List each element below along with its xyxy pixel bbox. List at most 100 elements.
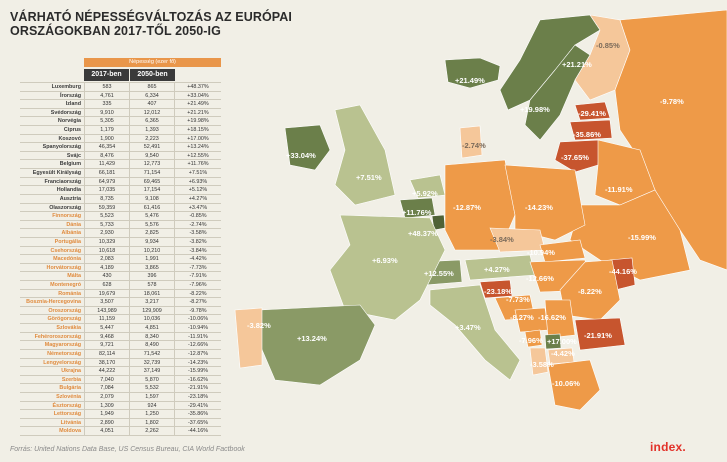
label-norway: +19.98% — [520, 105, 550, 114]
label-netherlands: +5.92% — [412, 189, 438, 198]
population-2017: 59,359 — [84, 203, 129, 212]
logo-text: index — [650, 440, 683, 454]
page-title: VÁRHATÓ NÉPESSÉGVÁLTOZÁS AZ EURÓPAI ORSZ… — [10, 10, 292, 38]
population-change: -3.82% — [174, 237, 221, 246]
table-row: Bulgária 7,084 5,532 -21.91% — [20, 384, 221, 393]
population-change: -10.94% — [174, 324, 221, 332]
population-2050: 1,802 — [129, 418, 174, 427]
table-row: Olaszország 59,359 61,416 +3.47% — [20, 203, 221, 213]
population-change: -12.66% — [174, 341, 221, 349]
country-poland — [504, 164, 586, 241]
table-row: Dánia 5,733 5,576 -2.74% — [20, 220, 221, 230]
population-2017: 10,618 — [84, 246, 129, 255]
label-bosnia: -8.27% — [510, 313, 534, 322]
population-change: -11.91% — [174, 332, 221, 341]
table-row: Málta 430 396 -7.91% — [20, 272, 221, 282]
label-uk: +7.51% — [356, 173, 382, 182]
population-2017: 8,476 — [84, 151, 129, 160]
population-2050: 71,154 — [129, 169, 174, 177]
population-change: +48.37% — [174, 83, 221, 91]
population-change: -21.91% — [174, 384, 221, 392]
country-portugal — [234, 307, 263, 369]
population-2050: 52,491 — [129, 143, 174, 151]
country-name: Lengyelország — [43, 359, 81, 366]
country-name: Spanyolország — [42, 144, 81, 151]
population-2017: 11,429 — [84, 160, 129, 169]
population-2050: 2,223 — [129, 134, 174, 143]
population-change: +7.51% — [174, 169, 221, 177]
label-finland: -0.85% — [596, 41, 620, 50]
country-name: Szlovákia — [56, 325, 81, 332]
population-2050: 6,334 — [129, 91, 174, 100]
population-change: -4.42% — [174, 255, 221, 263]
country-name: Dánia — [66, 221, 81, 228]
population-change: -7.73% — [174, 263, 221, 272]
country-spain — [259, 304, 376, 386]
population-2050: 37,149 — [129, 367, 174, 375]
population-2017: 5,523 — [84, 212, 129, 220]
population-change: +11.76% — [174, 160, 221, 169]
population-2017: 5,733 — [84, 220, 129, 229]
country-uk — [334, 104, 396, 206]
table-row: Románia 19,679 18,061 -8.22% — [20, 289, 221, 299]
table-row: Csehország 10,618 10,210 -3.84% — [20, 246, 221, 256]
label-belarus: -11.91% — [605, 185, 633, 194]
population-change: -35.86% — [174, 410, 221, 418]
label-croatia: -7.73% — [506, 295, 530, 304]
country-name: Izland — [65, 101, 81, 108]
population-2050: 12,773 — [129, 160, 174, 169]
label-russia: -9.78% — [660, 97, 684, 106]
population-2017: 2,890 — [84, 418, 129, 427]
population-2017: 38,170 — [84, 358, 129, 367]
label-hungary: -12.66% — [526, 274, 554, 283]
population-2017: 10,329 — [84, 237, 129, 246]
population-2050: 3,217 — [129, 298, 174, 306]
label-czechia: -3.84% — [490, 235, 514, 244]
country-latvia — [569, 119, 613, 141]
population-2050: 129,909 — [129, 306, 174, 315]
label-lithuania: -37.65% — [561, 153, 589, 162]
population-2050: 1,393 — [129, 126, 174, 134]
country-name: Hollandia — [56, 187, 81, 194]
country-kosovo — [544, 333, 562, 350]
population-2050: 396 — [129, 272, 174, 281]
label-ukraine: -15.99% — [628, 233, 656, 242]
population-change: -3.58% — [174, 229, 221, 237]
population-2050: 69,465 — [129, 177, 174, 186]
population-change: +13.24% — [174, 143, 221, 151]
label-switzerland: +12.55% — [424, 269, 454, 278]
table-row: Bosznia-Hercegovina 3,507 3,217 -8.27% — [20, 298, 221, 307]
population-2050: 18,061 — [129, 289, 174, 298]
label-luxembourg: +48.37% — [408, 229, 438, 238]
population-2050: 12,012 — [129, 108, 174, 117]
table-row: Ciprus 1,179 1,393 +18.15% — [20, 126, 221, 135]
population-2017: 8,735 — [84, 194, 129, 203]
country-sweden — [524, 44, 591, 141]
label-slovakia: -10.94% — [527, 248, 555, 257]
population-change: -0.85% — [174, 212, 221, 220]
table-row: Hollandia 17,035 17,154 +5.12% — [20, 186, 221, 195]
column-header-2017: 2017-ben — [84, 69, 129, 81]
label-macedonia: -4.42% — [551, 349, 575, 358]
country-name: Csehország — [50, 247, 81, 254]
table-column-headers: 2017-ben 2050-ben — [84, 69, 221, 81]
country-name: Írország — [60, 92, 81, 99]
country-name: Ukrajna — [61, 368, 81, 375]
table-row: Szlovákia 5,447 4,851 -10.94% — [20, 324, 221, 333]
population-2017: 82,114 — [84, 349, 129, 358]
population-2050: 1,991 — [129, 255, 174, 263]
population-2017: 9,468 — [84, 332, 129, 341]
country-name: Albánia — [61, 230, 81, 237]
table-row: Moldova 4,051 2,262 -44.16% — [20, 427, 221, 436]
table-row: Horvátország 4,189 3,865 -7.73% — [20, 263, 221, 273]
country-name: Fehéroroszország — [34, 333, 81, 340]
population-change: +5.12% — [174, 186, 221, 194]
table-row: Oroszország 143,989 129,909 -9.78% — [20, 306, 221, 316]
population-2017: 11,159 — [84, 315, 129, 324]
population-2017: 1,900 — [84, 134, 129, 143]
population-2050: 2,262 — [129, 427, 174, 435]
population-change: +19.98% — [174, 117, 221, 126]
table-row: Fehéroroszország 9,468 8,340 -11.91% — [20, 332, 221, 342]
logo-dot: . — [682, 440, 686, 454]
country-name: Koszovó — [58, 135, 81, 142]
